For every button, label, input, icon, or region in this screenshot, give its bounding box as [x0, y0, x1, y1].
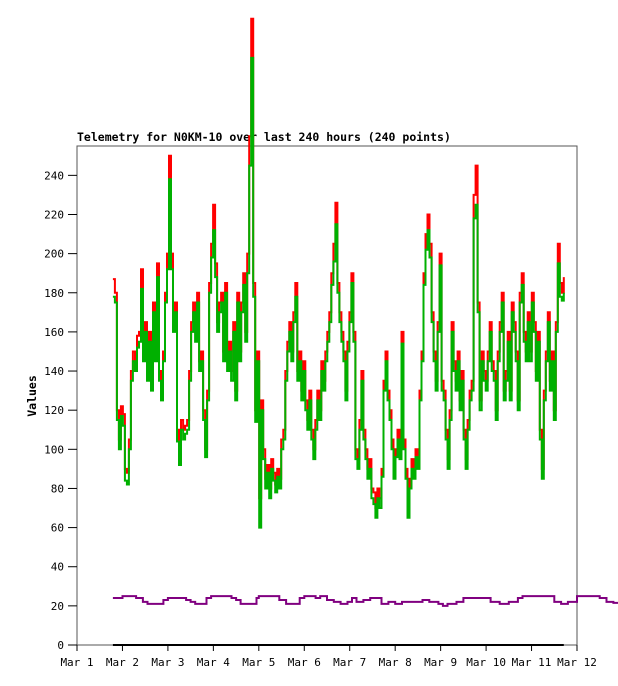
y-tick-label: 240: [44, 169, 64, 182]
x-tick-label: Mar 5: [242, 656, 275, 669]
y-tick-label: 180: [44, 287, 64, 300]
y-tick-label: 0: [57, 639, 64, 652]
series-group: [112, 17, 618, 646]
y-tick-label: 40: [51, 561, 64, 574]
series-line-green: [112, 56, 565, 529]
y-tick-label: 60: [51, 522, 64, 535]
x-tick-label: Mar 11: [512, 656, 552, 669]
x-tick-label: Mar 7: [333, 656, 366, 669]
y-tick-label: 200: [44, 248, 64, 261]
y-tick-label: 120: [44, 404, 64, 417]
x-tick-label: Mar 9: [424, 656, 457, 669]
y-tick-label: 20: [51, 600, 64, 613]
x-tick-label: Mar 6: [288, 656, 321, 669]
y-tick-label: 220: [44, 208, 64, 221]
x-tick-label: Mar 8: [379, 656, 412, 669]
x-tick-label: Mar 2: [106, 656, 139, 669]
x-tick-label: Mar 12: [557, 656, 597, 669]
y-axis-label: Values: [25, 375, 39, 417]
y-tick-label: 80: [51, 482, 64, 495]
x-tick-label: Mar 1: [60, 656, 93, 669]
y-tick-label: 100: [44, 443, 64, 456]
x-tick-label: Mar 10: [466, 656, 506, 669]
x-axis: Mar 1 Mar 2 Mar 3 Mar 4 Mar 5 Mar 6 Mar 7 Mar 8…: [60, 645, 597, 669]
y-tick-label: 160: [44, 326, 64, 339]
y-axis: 0 20 40 60 80 100 120 140 160 180 200 220 240: [44, 169, 77, 652]
chart-title: Telemetry for N0KM-10 over last 240 hour…: [77, 130, 451, 144]
plot-frame: [76, 145, 578, 646]
series-line-purple: [112, 595, 618, 607]
x-tick-label: Mar 4: [197, 656, 230, 669]
x-tick-label: Mar 3: [151, 656, 184, 669]
y-tick-label: 140: [44, 365, 64, 378]
